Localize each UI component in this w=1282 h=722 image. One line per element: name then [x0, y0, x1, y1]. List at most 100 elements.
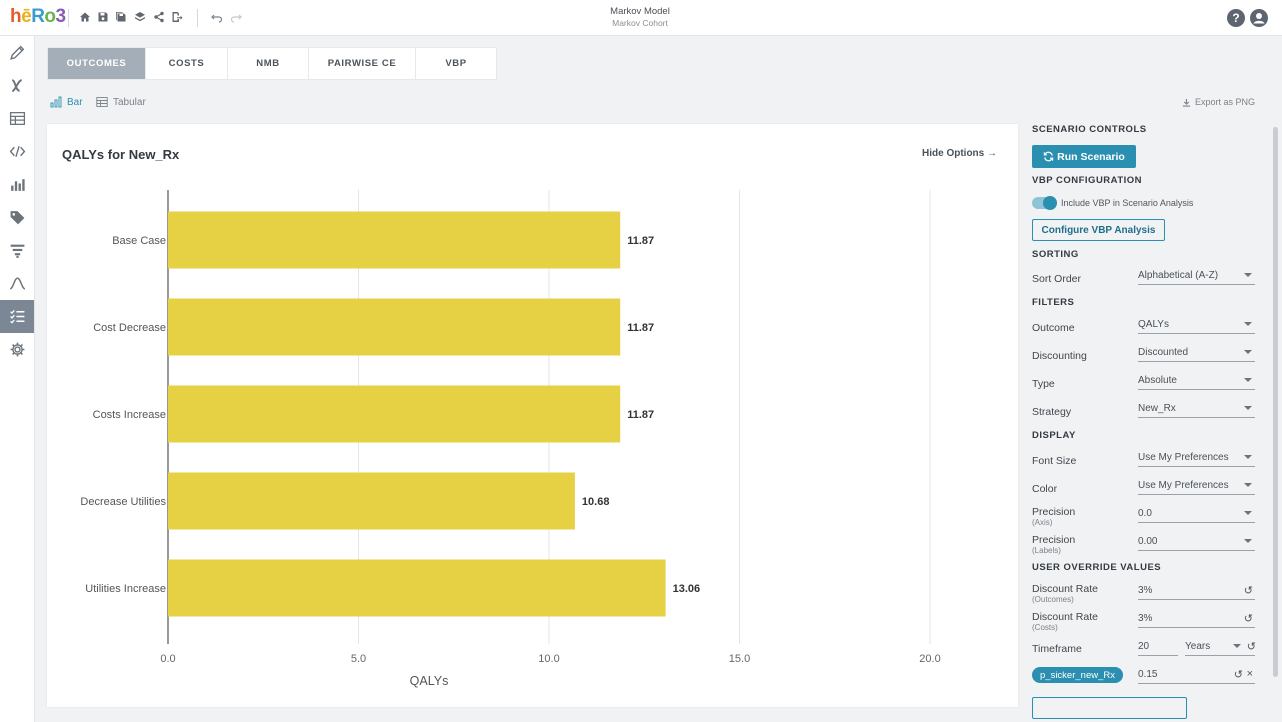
- strategy-select[interactable]: New_Rx: [1138, 403, 1255, 418]
- parameter-chip[interactable]: p_sicker_new_Rx: [1032, 667, 1123, 683]
- variable-icon[interactable]: [0, 69, 34, 102]
- save-as-icon[interactable]: [115, 11, 127, 23]
- code-icon[interactable]: [0, 135, 34, 168]
- app-logo[interactable]: hēRo3: [10, 6, 66, 27]
- chevron-down-icon: [1233, 644, 1241, 648]
- discount-costs-input[interactable]: 3% ↺: [1138, 613, 1255, 628]
- discount-costs-sub: (Costs): [1032, 623, 1058, 632]
- table-icon[interactable]: [0, 102, 34, 135]
- timeframe-value: 20: [1138, 641, 1150, 652]
- timeframe-unit-select[interactable]: Years ↺: [1185, 641, 1256, 656]
- tag-icon[interactable]: [0, 201, 34, 234]
- tab-outcomes[interactable]: OUTCOMES: [48, 48, 146, 79]
- precision-axis-label: Precision (Axis): [1032, 506, 1075, 527]
- toolbar-divider: [197, 9, 198, 27]
- bar-view-label: Bar: [67, 96, 83, 108]
- hide-options-button[interactable]: Hide Options →: [922, 148, 997, 159]
- font-size-select[interactable]: Use My Preferences: [1138, 452, 1255, 467]
- configure-vbp-button[interactable]: Configure VBP Analysis: [1032, 219, 1165, 241]
- tick-label: 15.0: [729, 653, 750, 665]
- save-icon[interactable]: [97, 11, 109, 23]
- font-size-label: Font Size: [1032, 455, 1077, 467]
- run-scenario-label: Run Scenario: [1057, 150, 1125, 163]
- chevron-down-icon: [1244, 350, 1252, 354]
- precision-axis-select[interactable]: 0.0: [1138, 508, 1255, 523]
- bar-chart-icon[interactable]: [0, 168, 34, 201]
- include-vbp-toggle[interactable]: [1032, 196, 1057, 210]
- top-bar: hēRo3 Markov Model Markov Cohort ?: [0, 0, 1282, 36]
- bar: [168, 559, 666, 617]
- export-png-button[interactable]: Export as PNG: [1182, 97, 1255, 107]
- color-select[interactable]: Use My Preferences: [1138, 480, 1255, 495]
- discounting-label: Discounting: [1032, 350, 1087, 362]
- timeframe-input[interactable]: 20: [1138, 641, 1178, 656]
- parameter-value: 0.15: [1138, 669, 1158, 680]
- chevron-down-icon: [1244, 539, 1252, 543]
- discount-costs-label: Discount Rate (Costs): [1032, 611, 1098, 632]
- run-scenario-button[interactable]: Run Scenario: [1032, 145, 1136, 168]
- reset-icon[interactable]: ↺: [1233, 669, 1243, 681]
- bar-view-icon: [50, 96, 62, 108]
- discount-outcomes-title: Discount Rate: [1032, 583, 1098, 595]
- toolbar-divider: [68, 9, 69, 27]
- tab-nmb[interactable]: NMB: [228, 48, 309, 79]
- tab-pairwise-ce[interactable]: PAIRWISE CE: [309, 48, 416, 79]
- chevron-down-icon: [1244, 511, 1252, 515]
- tick-label: 0.0: [160, 653, 175, 665]
- type-select[interactable]: Absolute: [1138, 375, 1255, 390]
- category-label: Costs Increase: [93, 409, 166, 421]
- discounting-select[interactable]: Discounted: [1138, 347, 1255, 362]
- home-icon[interactable]: [79, 11, 91, 23]
- distribution-icon[interactable]: [0, 267, 34, 300]
- user-override-heading: USER OVERRIDE VALUES: [1032, 562, 1162, 573]
- options-panel-scrollbar[interactable]: [1273, 127, 1278, 677]
- undo-icon[interactable]: [211, 11, 223, 23]
- outcome-select[interactable]: QALYs: [1138, 319, 1255, 334]
- sort-order-select[interactable]: Alphabetical (A-Z): [1138, 270, 1255, 285]
- discount-outcomes-sub: (Outcomes): [1032, 595, 1074, 604]
- model-title: Markov Model: [610, 6, 670, 17]
- remove-icon[interactable]: ×: [1246, 668, 1253, 680]
- tabular-view-icon: [96, 97, 108, 107]
- precision-labels-select[interactable]: 0.00: [1138, 536, 1255, 551]
- discount-outcomes-input[interactable]: 3% ↺: [1138, 585, 1255, 600]
- discounting-value: Discounted: [1138, 347, 1189, 358]
- bar: [168, 385, 621, 443]
- chart-title: QALYs for New_Rx: [62, 147, 180, 162]
- share-icon[interactable]: [153, 11, 165, 23]
- value-label: 10.68: [582, 496, 610, 508]
- user-avatar-icon[interactable]: [1250, 9, 1268, 27]
- help-icon[interactable]: ?: [1227, 9, 1245, 27]
- precision-labels-value: 0.00: [1138, 536, 1158, 547]
- pencil-icon[interactable]: [0, 36, 34, 69]
- reset-icon[interactable]: ↺: [1243, 613, 1253, 625]
- redo-icon[interactable]: [230, 11, 242, 23]
- layers-icon[interactable]: [134, 11, 146, 23]
- font-size-value: Use My Preferences: [1138, 452, 1229, 463]
- category-label: Utilities Increase: [85, 583, 166, 595]
- category-label: Base Case: [112, 235, 166, 247]
- funnel-icon[interactable]: [0, 234, 34, 267]
- view-bar-toggle[interactable]: Bar: [50, 96, 83, 108]
- chevron-down-icon: [1244, 483, 1252, 487]
- add-override-button[interactable]: [1032, 697, 1187, 719]
- scenario-icon[interactable]: [0, 300, 34, 333]
- precision-labels-label: Precision (Labels): [1032, 534, 1075, 555]
- filters-heading: FILTERS: [1032, 297, 1075, 308]
- export-icon[interactable]: [171, 11, 183, 23]
- strategy-value: New_Rx: [1138, 403, 1176, 414]
- gear-icon[interactable]: [0, 333, 34, 366]
- view-tabular-toggle[interactable]: Tabular: [96, 96, 146, 108]
- reset-icon[interactable]: ↺: [1246, 641, 1256, 653]
- value-label: 13.06: [673, 583, 701, 595]
- precision-axis-value: 0.0: [1138, 508, 1152, 519]
- model-subtitle: Markov Cohort: [612, 18, 668, 28]
- type-label: Type: [1032, 378, 1055, 390]
- reset-icon[interactable]: ↺: [1243, 585, 1253, 597]
- tab-costs[interactable]: COSTS: [146, 48, 228, 79]
- include-vbp-label: Include VBP in Scenario Analysis: [1061, 198, 1194, 208]
- parameter-value-input[interactable]: 0.15 ↺ ×: [1138, 668, 1255, 684]
- tab-vbp[interactable]: VBP: [445, 58, 467, 69]
- category-label: Decrease Utilities: [80, 496, 166, 508]
- chevron-down-icon: [1244, 322, 1252, 326]
